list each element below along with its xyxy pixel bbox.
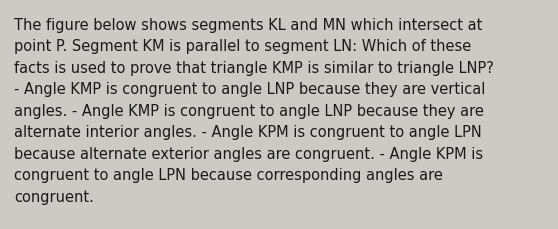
Text: because alternate exterior angles are congruent. - Angle KPM is: because alternate exterior angles are co… <box>14 146 483 161</box>
Text: congruent to angle LPN because corresponding angles are: congruent to angle LPN because correspon… <box>14 168 443 183</box>
Text: facts is used to prove that triangle KMP is similar to triangle LNP?: facts is used to prove that triangle KMP… <box>14 61 494 76</box>
Text: - Angle KMP is congruent to angle LNP because they are vertical: - Angle KMP is congruent to angle LNP be… <box>14 82 485 97</box>
Text: alternate interior angles. - Angle KPM is congruent to angle LPN: alternate interior angles. - Angle KPM i… <box>14 125 482 140</box>
Text: The figure below shows segments KL and MN which intersect at: The figure below shows segments KL and M… <box>14 18 482 33</box>
Text: congruent.: congruent. <box>14 189 94 204</box>
Text: point P. Segment KM is parallel to segment LN: Which of these: point P. Segment KM is parallel to segme… <box>14 39 472 54</box>
Text: angles. - Angle KMP is congruent to angle LNP because they are: angles. - Angle KMP is congruent to angl… <box>14 104 484 118</box>
